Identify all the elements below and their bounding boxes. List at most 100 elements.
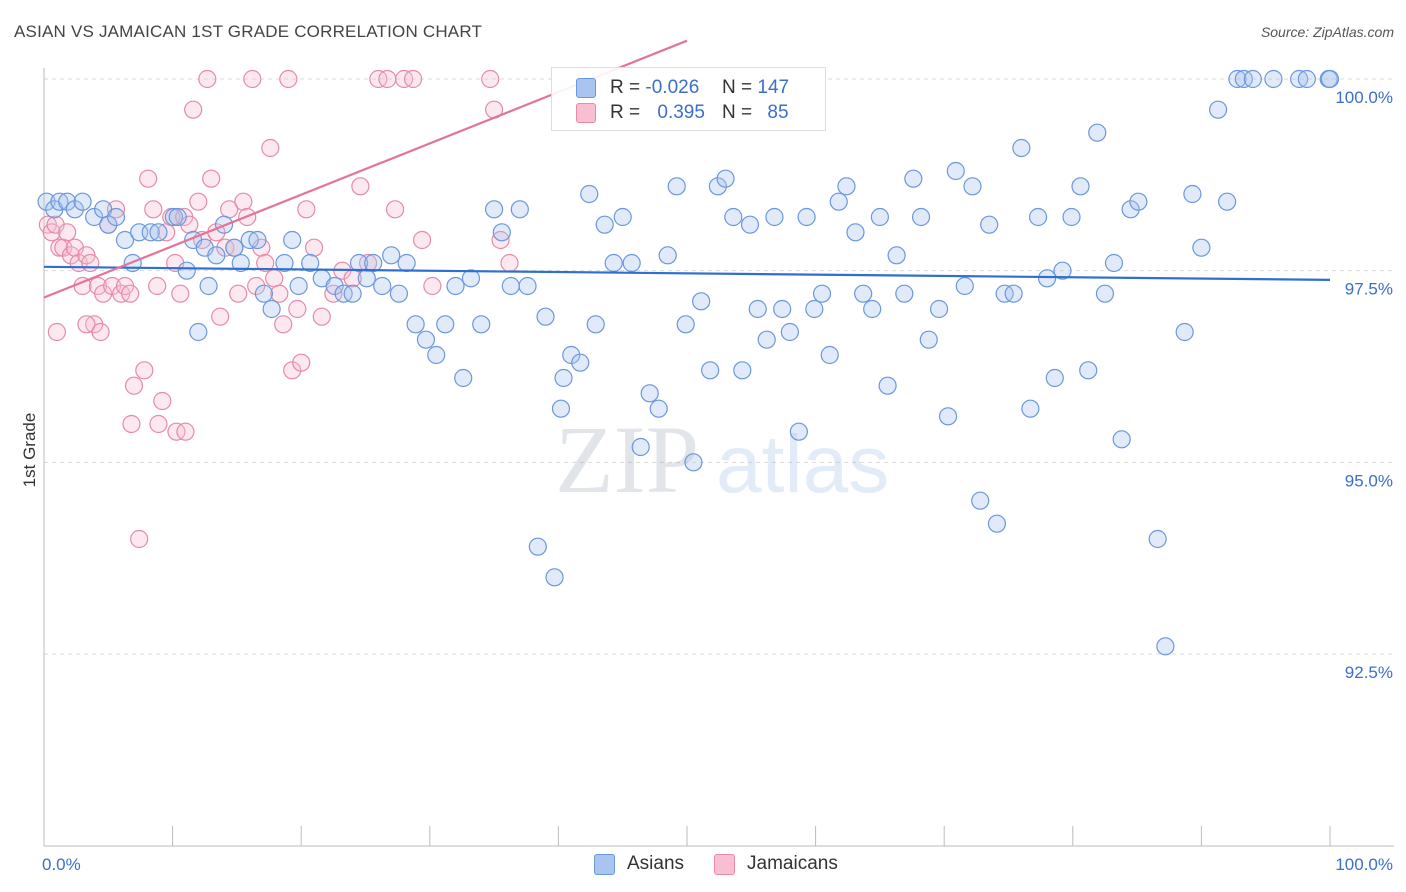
watermark: ZIP atlas: [555, 406, 889, 513]
chart-title: ASIAN VS JAMAICAN 1ST GRADE CORRELATION …: [14, 22, 483, 41]
jamaican-point: [47, 322, 66, 342]
asian-point: [1095, 284, 1115, 303]
asian-point: [1079, 361, 1098, 380]
legend-swatch-asians: [576, 78, 596, 98]
asian-point: [406, 315, 425, 334]
x-tick-label: 0.0%: [42, 855, 81, 874]
asian-point: [416, 330, 436, 349]
jamaican-point: [58, 223, 77, 242]
asian-point: [797, 207, 816, 227]
asian-point: [963, 177, 982, 196]
stats-legend: R = -0.026 N = 147 R = 0.395 N = 85: [551, 67, 826, 131]
asian-point: [262, 299, 281, 319]
tick-labels: 92.5% 95.0% 97.5% 100.0% 0.0% 100.0%: [42, 88, 1393, 874]
asian-point: [254, 284, 274, 303]
asian-point: [349, 253, 369, 273]
asian-point: [1121, 200, 1140, 219]
jamaican-point: [149, 414, 168, 434]
asian-point: [1062, 207, 1081, 227]
asian-point: [701, 361, 720, 380]
asian-point: [1175, 322, 1194, 342]
asian-point: [518, 276, 537, 296]
asian-point: [373, 276, 392, 296]
jamaican-point: [265, 269, 284, 288]
jamaican-point: [234, 192, 253, 211]
asian-point: [1228, 69, 1247, 89]
asian-point: [622, 253, 641, 273]
y-tick-label: 97.5%: [1345, 280, 1393, 299]
asian-point: [189, 322, 208, 342]
asian-point: [789, 422, 808, 441]
asian-point: [812, 284, 832, 303]
axes: [43, 68, 1394, 847]
y-axis-label: 1st Grade: [20, 413, 39, 488]
asian-point: [658, 246, 677, 265]
asian-point: [283, 230, 302, 250]
asian-point: [820, 345, 839, 365]
asian-point: [485, 200, 504, 219]
y-tick-label: 95.0%: [1345, 471, 1393, 490]
asian-point: [667, 177, 686, 196]
asian-point: [501, 276, 520, 296]
jamaican-point: [202, 169, 221, 188]
jamaican-point: [312, 307, 331, 326]
legend-swatch-jamaicans: [576, 103, 596, 123]
jamaican-point: [412, 230, 432, 250]
asian-point: [461, 269, 481, 288]
jamaican-point: [148, 276, 167, 296]
asian-point: [389, 284, 409, 303]
legend-r-value-asians: -0.026: [645, 77, 700, 98]
asian-point: [115, 230, 135, 250]
jamaican-point: [274, 315, 293, 334]
asian-point: [551, 399, 571, 418]
asian-point: [454, 368, 473, 388]
asian-point: [446, 276, 465, 296]
asian-point: [357, 269, 376, 288]
asian-point: [946, 161, 965, 181]
jamaican-point: [403, 69, 423, 89]
jamaican-point: [279, 69, 298, 89]
jamaican-point: [292, 353, 311, 372]
legend-swatch-jamaicans: [714, 853, 736, 875]
asian-point: [863, 299, 882, 319]
jamaican-point: [124, 376, 144, 395]
asian-point: [571, 353, 590, 372]
jamaican-point: [423, 276, 442, 296]
asian-point: [586, 315, 605, 334]
asian-point: [149, 223, 168, 242]
asian-point: [73, 192, 92, 211]
asian-point: [1088, 123, 1107, 142]
asian-point: [971, 491, 990, 510]
asian-point: [1320, 69, 1340, 89]
y-tick-label: 92.5%: [1345, 663, 1393, 682]
jamaican-point: [491, 230, 510, 250]
asian-point: [106, 207, 126, 227]
asian-point: [65, 200, 84, 219]
asian-point: [1028, 207, 1048, 227]
legend-item-asians[interactable]: Asians: [594, 853, 684, 875]
legend-item-jamaicans[interactable]: Jamaicans: [714, 853, 838, 875]
asians-points: [37, 69, 1340, 656]
asians-trend-line: [43, 265, 1331, 281]
jamaican-point: [130, 529, 149, 549]
jamaican-point: [229, 284, 248, 303]
asian-point: [955, 276, 974, 296]
legend-label-asians: Asians: [627, 853, 685, 874]
jamaican-point: [270, 284, 289, 303]
asian-point: [554, 368, 573, 388]
gridlines: [44, 78, 1394, 655]
asian-point: [37, 192, 56, 211]
source-label: Source: ZipAtlas.com: [1260, 24, 1394, 40]
asian-point: [397, 253, 416, 273]
jamaican-point: [106, 200, 126, 219]
asian-point: [1183, 184, 1202, 204]
jamaican-point: [297, 200, 316, 219]
asian-point: [141, 223, 160, 242]
asian-point: [1012, 138, 1031, 158]
asian-point: [528, 537, 547, 556]
asian-point: [854, 284, 873, 303]
asian-point: [275, 253, 294, 273]
asian-point: [1004, 284, 1023, 303]
asian-point: [765, 207, 784, 227]
